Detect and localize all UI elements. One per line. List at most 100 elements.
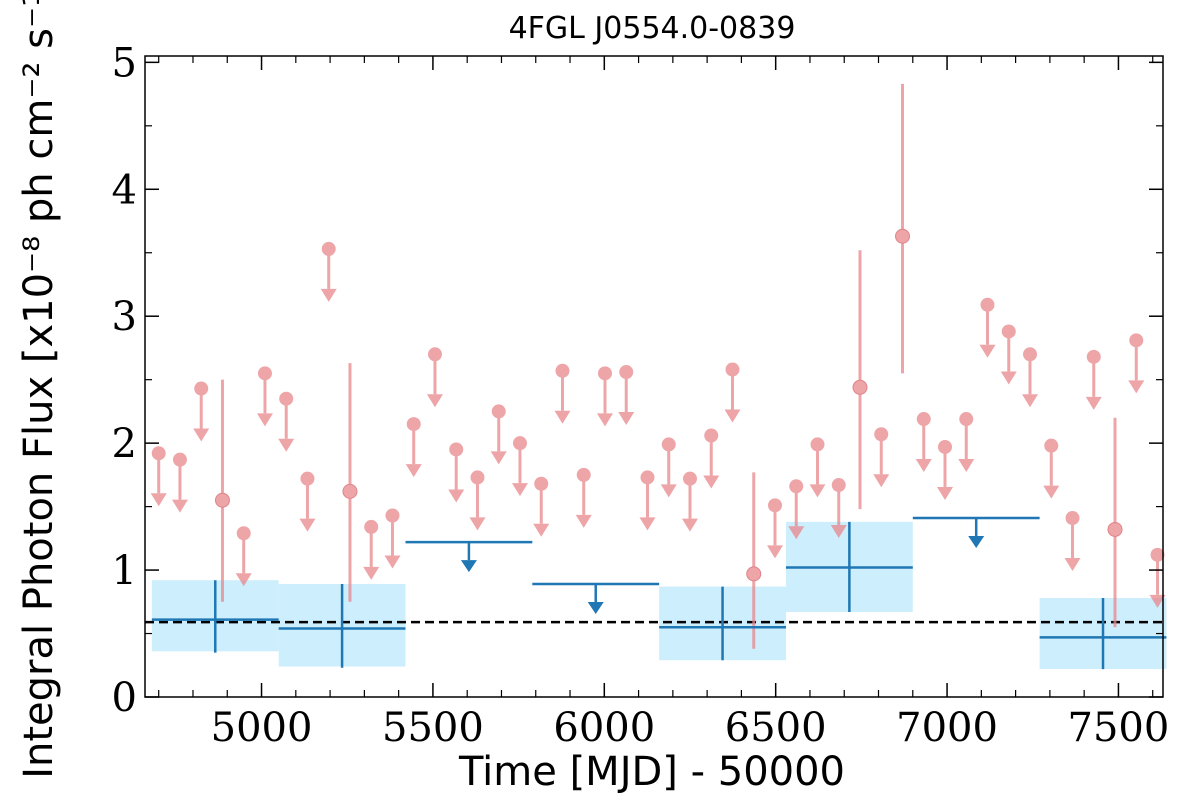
upper-limit-arrow-head bbox=[639, 517, 656, 531]
short-bin-upper-limit bbox=[958, 412, 975, 473]
short-bin-upper-limit bbox=[979, 297, 996, 358]
upper-limit-marker bbox=[151, 446, 166, 461]
upper-limit-arrow-head bbox=[766, 545, 783, 559]
y-tick-label: 0 bbox=[112, 675, 137, 721]
short-bin-upper-limit bbox=[171, 452, 188, 513]
upper-limit-arrow-head bbox=[171, 499, 188, 513]
upper-limit-marker bbox=[1001, 324, 1016, 339]
upper-limit-marker bbox=[767, 498, 782, 513]
upper-limit-arrow-head bbox=[937, 486, 954, 500]
short-bin-upper-limit bbox=[150, 446, 167, 507]
x-axis-label: Time [MJD] - 50000 bbox=[458, 749, 845, 795]
upper-limit-marker bbox=[300, 471, 315, 486]
short-bin-upper-limit bbox=[639, 470, 656, 531]
short-bin-upper-limit bbox=[915, 412, 932, 473]
short-bin-points bbox=[150, 83, 1166, 649]
short-bin-upper-limit bbox=[873, 427, 890, 488]
upper-limit-marker bbox=[364, 519, 379, 534]
upper-limit-arrow-head bbox=[193, 428, 210, 442]
y-tick-label: 1 bbox=[112, 548, 137, 594]
upper-limit-arrow-head bbox=[596, 413, 613, 427]
short-bin-upper-limit bbox=[363, 519, 380, 580]
upper-limit-arrow-head bbox=[809, 484, 826, 498]
upper-limit-marker bbox=[194, 381, 209, 396]
upper-limit-arrow-head bbox=[1022, 394, 1039, 408]
short-bin-upper-limit bbox=[1128, 333, 1145, 394]
x-tick-label: 5500 bbox=[382, 705, 484, 751]
chart-title: 4FGL J0554.0-0839 bbox=[509, 11, 796, 46]
upper-limit-marker bbox=[1044, 438, 1059, 453]
upper-limit-arrow-head bbox=[1064, 558, 1081, 572]
upper-limit-arrow-head bbox=[469, 517, 486, 531]
upper-limit-arrow-head bbox=[405, 464, 422, 478]
short-bin-upper-limit bbox=[1022, 347, 1039, 408]
upper-limit-marker bbox=[1150, 547, 1165, 562]
upper-limit-marker bbox=[385, 508, 400, 523]
x-tick-label: 7500 bbox=[1068, 705, 1170, 751]
short-bin-upper-limit bbox=[788, 479, 805, 540]
long-bin-points bbox=[151, 516, 1167, 670]
x-tick-label: 6000 bbox=[553, 705, 655, 751]
upper-limit-arrow-head bbox=[830, 525, 847, 539]
short-bin-upper-limit bbox=[299, 471, 316, 532]
upper-limit-arrow-head bbox=[384, 555, 401, 569]
upper-limit-marker bbox=[1023, 347, 1038, 362]
long-bin-detection bbox=[151, 580, 279, 653]
upper-limit-arrow-head bbox=[703, 475, 720, 489]
detection-marker bbox=[214, 492, 230, 508]
upper-limit-marker bbox=[789, 479, 804, 494]
upper-limit-arrow-head bbox=[681, 518, 698, 532]
short-bin-upper-limit bbox=[724, 362, 741, 423]
upper-limit-marker bbox=[704, 428, 719, 443]
short-bin-upper-limit bbox=[681, 471, 698, 532]
upper-limit-arrow-head bbox=[1000, 371, 1017, 385]
long-bin-detection bbox=[1039, 597, 1167, 670]
upper-limit-marker bbox=[938, 439, 953, 454]
x-tick-label: 5000 bbox=[211, 705, 313, 751]
upper-limit-marker bbox=[959, 412, 974, 427]
upper-limit-marker bbox=[661, 437, 676, 452]
upper-limit-marker bbox=[406, 417, 421, 432]
upper-limit-marker bbox=[257, 366, 272, 381]
upper-limit-arrow-head bbox=[915, 459, 932, 473]
upper-limit-marker bbox=[172, 452, 187, 467]
upper-limit-arrow-head bbox=[490, 451, 507, 465]
upper-limit-arrow-head bbox=[788, 526, 805, 540]
upper-limit-arrow-head bbox=[575, 514, 592, 528]
y-tick-label: 3 bbox=[112, 294, 137, 340]
upper-limit-marker bbox=[491, 404, 506, 419]
short-bin-upper-limit bbox=[235, 526, 252, 587]
short-bin-detection bbox=[1107, 417, 1123, 628]
upper-limit-arrow-head bbox=[278, 438, 295, 452]
short-bin-upper-limit bbox=[448, 442, 465, 503]
short-bin-upper-limit bbox=[1085, 349, 1102, 410]
short-bin-upper-limit bbox=[618, 365, 635, 426]
upper-limit-arrow-head bbox=[320, 288, 337, 302]
upper-limit-marker bbox=[427, 347, 442, 362]
upper-limit-marker bbox=[449, 442, 464, 457]
upper-limit-arrow-head bbox=[1128, 380, 1145, 394]
upper-limit-arrow-head bbox=[256, 413, 273, 427]
y-tick-label: 5 bbox=[112, 40, 137, 86]
detection-marker bbox=[895, 228, 911, 244]
detection-marker bbox=[852, 379, 868, 395]
short-bin-detection bbox=[342, 363, 358, 602]
upper-limit-marker bbox=[321, 241, 336, 256]
upper-limit-marker bbox=[236, 526, 251, 541]
upper-limit-marker bbox=[279, 391, 294, 406]
short-bin-upper-limit bbox=[660, 437, 677, 498]
short-bin-upper-limit bbox=[384, 508, 401, 569]
short-bin-upper-limit bbox=[575, 467, 592, 528]
y-tick-label: 4 bbox=[112, 167, 137, 213]
upper-limit-arrow-head bbox=[873, 474, 890, 488]
short-bin-detection bbox=[852, 250, 868, 510]
short-bin-upper-limit bbox=[1149, 547, 1166, 608]
upper-limit-marker bbox=[1129, 333, 1144, 348]
short-bin-upper-limit bbox=[554, 363, 571, 424]
detection-marker bbox=[1107, 521, 1123, 537]
upper-limit-arrow-head bbox=[426, 394, 443, 408]
short-bin-upper-limit bbox=[809, 437, 826, 498]
upper-limit-marker bbox=[576, 467, 591, 482]
upper-limit-marker bbox=[831, 478, 846, 493]
